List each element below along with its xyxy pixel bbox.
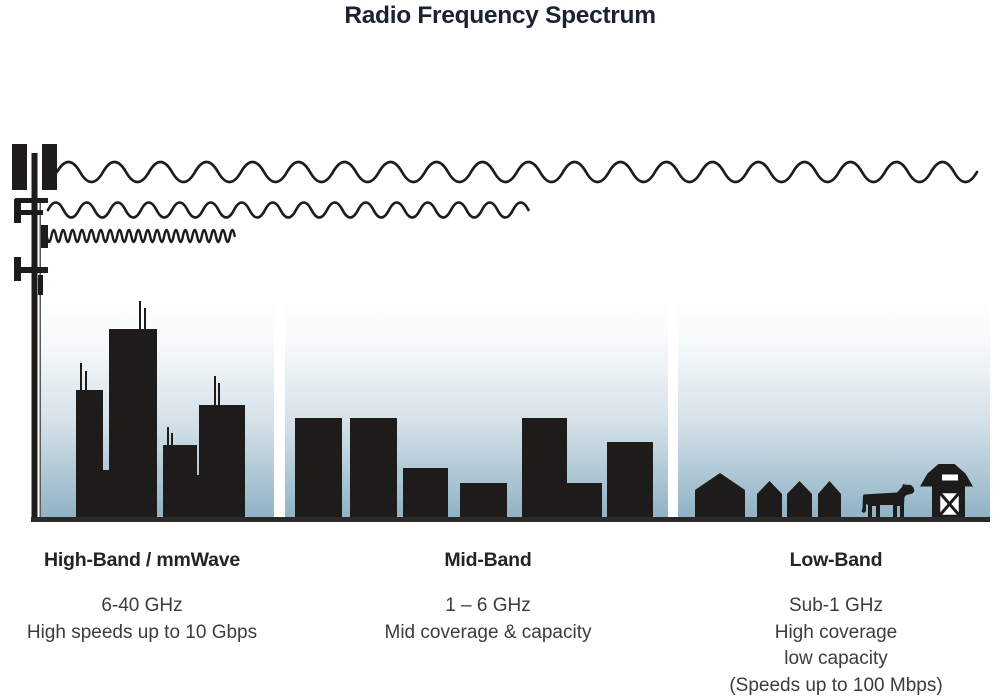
low-band-heading: Low-Band [789, 549, 883, 571]
band-info-line: (Speeds up to 100 Mbps) [729, 674, 943, 696]
mid-band-wave-medium-wavelength [46, 201, 530, 219]
mid-band-skyline [295, 418, 653, 517]
house [818, 481, 841, 517]
band-info-line: 6-40 GHz [101, 595, 183, 616]
high-band-skyline [76, 301, 245, 517]
tower-guy-line [39, 200, 41, 517]
tower-antenna-panel-left [12, 144, 27, 190]
skyscraper-connector [197, 475, 199, 517]
house [757, 481, 782, 517]
ground-line [31, 517, 990, 522]
mid-band-heading: Mid-Band [444, 549, 532, 571]
cell-tower-icon [12, 144, 57, 517]
high-band-label: High-Band / mmWave 6-40 GHz High speeds u… [0, 549, 292, 646]
radio-waves [40, 160, 979, 244]
mid-band-label: Mid-Band 1 – 6 GHz Mid coverage & capacit… [338, 549, 638, 646]
barn-door-cross-brace [938, 492, 961, 516]
mid-rise-building [403, 468, 448, 517]
skyscraper [163, 445, 197, 517]
house [695, 473, 745, 517]
antenna-mast [144, 308, 146, 330]
mid-rise-building [522, 418, 567, 517]
tower-mast [31, 153, 38, 517]
low-band-info: Sub-1 GHz High coverage low capacity (Speed… [686, 593, 986, 699]
antenna-mast [139, 301, 141, 330]
tower-crossbar-3 [15, 267, 48, 273]
sky-mid-band [285, 296, 668, 517]
tower-crossbar-1 [15, 198, 48, 203]
low-band-label: Low-Band Sub-1 GHz High coverage low capac… [686, 549, 986, 699]
high-band-info: 6-40 GHz High speeds up to 10 Gbps [0, 593, 292, 646]
mid-rise-building [460, 483, 507, 517]
band-info-line: Sub-1 GHz [789, 595, 883, 616]
low-band-farm [695, 464, 973, 518]
tower-small-panel-right [41, 225, 48, 248]
antenna-mast [214, 376, 216, 406]
antenna-mast [85, 371, 87, 391]
low-band-wave-long-wavelength [55, 160, 979, 184]
mid-rise-building [295, 418, 342, 517]
high-band-heading: High-Band / mmWave [43, 549, 241, 571]
mid-rise-building-annex [567, 483, 602, 517]
skyscraper [76, 390, 103, 517]
tower-crossbar-2 [15, 210, 43, 215]
barn-loft-window [942, 474, 958, 481]
band-info-line: 1 – 6 GHz [445, 595, 531, 616]
antenna-mast [218, 383, 220, 406]
band-info-line: High coverage [774, 621, 898, 643]
cow-icon [861, 484, 915, 517]
band-info-line: low capacity [784, 648, 888, 669]
antenna-mast [167, 427, 169, 446]
tower-small-panel-left-upper [14, 199, 21, 223]
antenna-mast [80, 363, 82, 391]
antenna-mast [171, 433, 173, 446]
mid-rise-building [607, 442, 653, 517]
tower-small-panel-left-lower [14, 257, 21, 281]
skyscraper [199, 405, 245, 517]
tower-stub [38, 275, 43, 295]
page-title: Radio Frequency Spectrum [344, 2, 656, 29]
high-band-wave-short-wavelength [40, 228, 236, 244]
skyscraper [109, 329, 157, 517]
ground [31, 517, 990, 522]
band-info-line: Mid coverage & capacity [384, 621, 592, 643]
house [787, 481, 812, 517]
mid-rise-building [350, 418, 397, 517]
band-info-line: High speeds up to 10 Gbps [26, 621, 258, 643]
tower-antenna-panel-right [42, 144, 57, 190]
skyscraper-connector [103, 470, 109, 517]
mid-band-info: 1 – 6 GHz Mid coverage & capacity [338, 593, 638, 646]
